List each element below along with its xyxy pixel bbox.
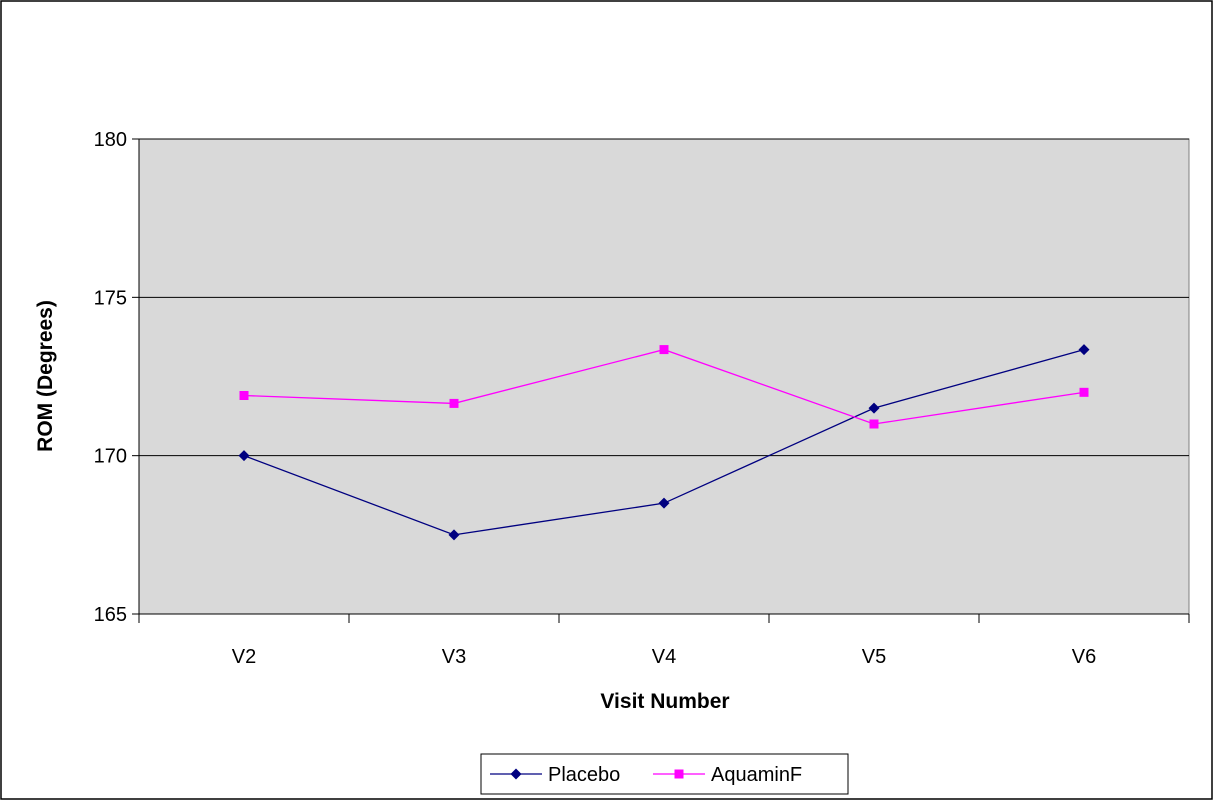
- legend-marker: [510, 768, 522, 780]
- y-tick-label: 170: [94, 446, 127, 468]
- y-tick-label: 175: [94, 287, 127, 309]
- x-tick-label: V3: [442, 646, 466, 668]
- legend-label: Placebo: [548, 764, 620, 786]
- data-point: [1079, 387, 1089, 397]
- data-point: [659, 345, 669, 355]
- series-placebo: [238, 344, 1090, 541]
- y-axis-title: ROM (Degrees): [34, 300, 57, 452]
- legend-marker: [674, 769, 684, 779]
- y-tick-label: 180: [94, 129, 127, 151]
- x-tick-label: V2: [232, 646, 256, 668]
- x-tick-label: V6: [1072, 646, 1096, 668]
- series-layer: [238, 344, 1090, 541]
- x-tick-label: V4: [652, 646, 676, 668]
- data-point: [449, 398, 459, 408]
- legend-item: Placebo: [490, 764, 620, 786]
- plot-area: [138, 138, 1190, 615]
- data-point: [1078, 344, 1090, 356]
- data-point: [658, 497, 670, 509]
- legend: Placebo AquaminF: [480, 753, 849, 795]
- axes: 165 170 175 180 V2 V3 V4 V5 V6: [94, 129, 1190, 668]
- x-tick-label: V5: [862, 646, 886, 668]
- legend-label: AquaminF: [711, 764, 802, 786]
- data-point: [869, 419, 879, 429]
- data-point: [448, 529, 460, 541]
- legend-item: AquaminF: [653, 764, 802, 786]
- legend-box: [480, 753, 849, 795]
- data-point: [238, 450, 250, 462]
- y-tick-label: 165: [94, 604, 127, 626]
- x-axis-title: Visit Number: [600, 690, 729, 713]
- data-point: [868, 402, 880, 414]
- data-point: [239, 391, 249, 400]
- series-aquaminf: [239, 345, 1089, 429]
